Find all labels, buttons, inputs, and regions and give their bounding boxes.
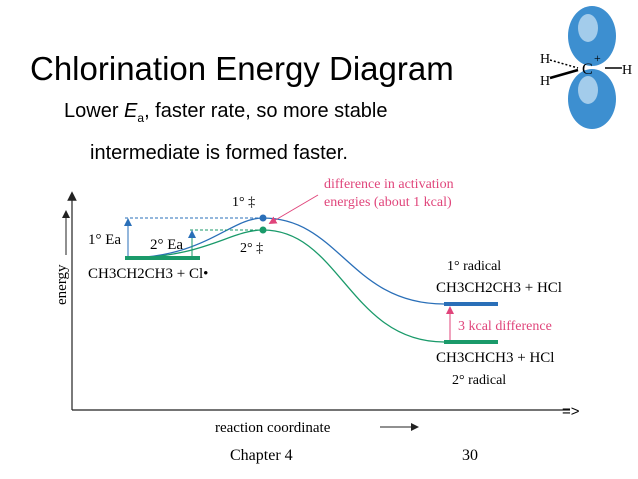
subtitle-line-2: intermediate is formed faster.: [90, 142, 348, 163]
orbital-h-right: H: [622, 63, 632, 78]
arrow-text: =>: [562, 403, 580, 420]
secondary-curve: [124, 229, 498, 343]
ts-secondary-label: 2° ‡: [240, 241, 263, 256]
orbital-charge: +: [594, 51, 601, 65]
ea-secondary-label: 2° Ea: [150, 237, 183, 253]
footer-page-number: 30: [462, 447, 478, 464]
reactant-label: CH3CH2CH3 + Cl•: [88, 266, 208, 282]
x-axis-label: reaction coordinate: [215, 420, 331, 436]
subtitle-line-1: Lower Ea, faster rate, so more stable: [64, 100, 388, 125]
footer-chapter: Chapter 4: [230, 447, 293, 464]
primary-curve: [124, 217, 498, 305]
slide-title: Chlorination Energy Diagram: [30, 50, 454, 87]
y-axis-label: energy: [54, 264, 70, 305]
primary-radical-label: 1° radical: [447, 259, 501, 274]
orbital-h-top: H: [540, 52, 550, 67]
orbital-h-bottom: H: [540, 74, 550, 89]
ts-primary-label: 1° ‡: [232, 195, 255, 210]
annotation-line-1: difference in activation: [324, 177, 454, 192]
secondary-radical-label: 2° radical: [452, 373, 506, 388]
orbital-carbon: C: [582, 61, 593, 78]
carbocation-orbital-icon: H H C + H: [540, 6, 632, 129]
secondary-product-label: CH3CHCH3 + HCl: [436, 350, 554, 366]
ea-primary-label: 1° Ea: [88, 232, 121, 248]
primary-product-label: CH3CH2CH3 + HCl: [436, 280, 562, 296]
difference-label: 3 kcal difference: [458, 319, 552, 334]
annotation-line-2: energies (about 1 kcal): [324, 195, 452, 210]
